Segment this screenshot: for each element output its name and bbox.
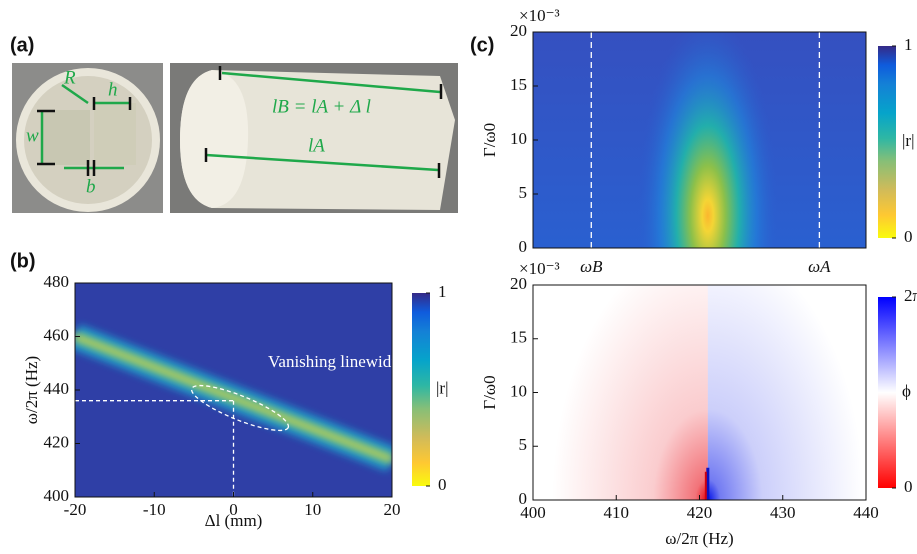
y-tick-label: 440 (44, 379, 70, 398)
photo-label: lB = lA + Δ l (272, 96, 371, 117)
y-axis-label: ω/2π (Hz) (22, 356, 41, 424)
y-tick-label: 20 (510, 274, 527, 293)
photo-label: R (63, 67, 76, 88)
phase-blue (707, 285, 866, 500)
x-axis-label: Δl (mm) (205, 511, 263, 530)
colorbar-label: |r| (902, 131, 914, 150)
y-tick-label: 460 (44, 325, 70, 344)
colorbar-tick-label: 1 (904, 35, 913, 54)
y-tick-label: 5 (519, 435, 528, 454)
vline-label: ωB (580, 257, 603, 276)
photo-left: R h w b (12, 63, 163, 213)
vline-label: ωA (808, 257, 831, 276)
x-tick-label: 0 (229, 500, 238, 519)
highlight (190, 384, 290, 432)
x-tick-label: 10 (304, 500, 321, 519)
y-tick-label: 0 (519, 489, 528, 508)
x-axis-label: ω/2π (Hz) (665, 529, 733, 548)
heatmap (75, 283, 392, 497)
colorbar (878, 297, 896, 488)
photo-label: h (108, 79, 118, 100)
colorbar (878, 46, 896, 238)
y-tick-label: 0 (519, 237, 528, 256)
panel-label: (b) (10, 250, 36, 272)
photo-label: lA (308, 135, 325, 156)
x-tick-label: 430 (770, 503, 796, 522)
panel-label: (c) (470, 34, 494, 56)
colorbar-label: |r| (436, 378, 448, 397)
colorbar (412, 293, 430, 486)
peak (533, 32, 866, 248)
y-tick-label: 10 (510, 129, 527, 148)
photo-label: w (26, 125, 39, 146)
colorbar-tick-label: 1 (438, 282, 447, 301)
colorbar-label: ϕ (902, 381, 911, 400)
colorbar-tick-label: 0 (438, 475, 447, 494)
colorbar-tick-label: 2π (904, 286, 917, 305)
y-multiplier: ×10⁻³ (519, 6, 560, 25)
x-tick-label: 440 (853, 503, 879, 522)
photo-right: lB = lA + Δ l lA (170, 63, 458, 213)
y-tick-label: 15 (510, 328, 527, 347)
y-tick-label: 420 (44, 432, 70, 451)
heatmap (533, 32, 866, 248)
y-tick-label: 5 (519, 183, 528, 202)
colorbar-tick-label: 0 (904, 477, 913, 496)
x-tick-label: -20 (64, 500, 87, 519)
x-tick-label: 420 (687, 503, 713, 522)
x-tick-label: 410 (604, 503, 630, 522)
y-tick-label: 480 (44, 272, 70, 291)
ridge (75, 334, 392, 462)
x-tick-label: 20 (384, 500, 401, 519)
heatmap (533, 285, 866, 500)
y-tick-label: 10 (510, 381, 527, 400)
colorbar-tick-label: 0 (904, 227, 913, 246)
y-tick-label: 20 (510, 21, 527, 40)
y-axis-label: Γ/ω0 (480, 375, 499, 409)
annotation: Vanishing linewidth (268, 352, 405, 371)
x-tick-label: 400 (520, 503, 546, 522)
x-tick-label: -10 (143, 500, 166, 519)
phase-red (533, 285, 708, 500)
y-tick-label: 400 (44, 486, 70, 505)
y-tick-label: 15 (510, 75, 527, 94)
photo-label: b (86, 176, 96, 197)
panel-label: (a) (10, 34, 34, 56)
y-axis-label: Γ/ω0 (480, 123, 499, 157)
y-multiplier: ×10⁻³ (519, 259, 560, 278)
